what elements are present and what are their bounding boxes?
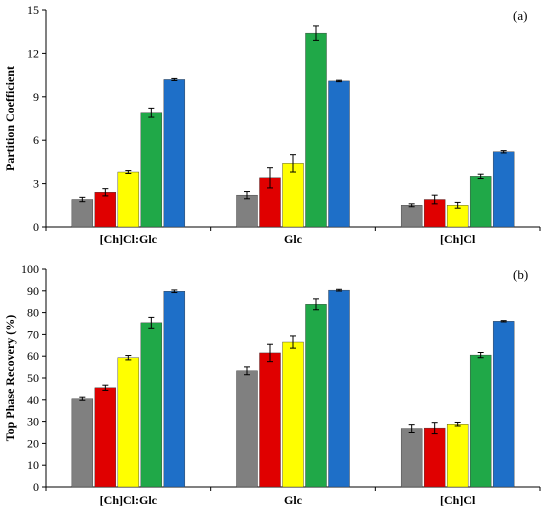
bar-1-1 (71, 398, 94, 488)
y-tick-label: 50 (27, 371, 39, 385)
category-label: [Ch]Cl (440, 232, 476, 246)
panel-label: (a) (513, 8, 527, 23)
bar-1-1 (71, 199, 94, 228)
y-tick-label: 90 (27, 284, 39, 298)
y-tick-label: 3 (33, 177, 39, 191)
bar-1-2 (236, 194, 258, 228)
bar-4-2 (305, 32, 327, 228)
y-tick-label: 80 (27, 306, 39, 320)
bar-3-3 (446, 424, 469, 488)
y-tick-label: 60 (27, 349, 39, 363)
bar-2-1 (94, 192, 117, 228)
category-label: Glc (284, 232, 303, 246)
bar-2-2 (259, 352, 281, 488)
bar-5-2 (328, 289, 350, 488)
y-tick-label: 12 (27, 46, 39, 60)
bar-1-3 (400, 428, 423, 488)
panel-label: (b) (513, 267, 528, 282)
bar-3-1 (117, 171, 140, 228)
y-tick-label: 9 (33, 90, 39, 104)
y-tick-label: 20 (27, 436, 39, 450)
y-tick-label: 15 (27, 3, 39, 17)
bar-4-1 (140, 112, 163, 228)
bar-1-3 (400, 205, 423, 228)
y-tick-label: 0 (33, 480, 39, 494)
y-axis-title: Top Phase Recovery (%) (3, 315, 17, 442)
y-tick-label: 70 (27, 327, 39, 341)
bar-3-1 (117, 357, 140, 488)
y-tick-label: 30 (27, 415, 39, 429)
bar-4-3 (469, 354, 492, 488)
bar-4-2 (305, 304, 327, 488)
y-tick-label: 100 (21, 262, 39, 276)
category-label: [Ch]Cl:Glc (100, 493, 158, 507)
bar-4-3 (469, 176, 492, 228)
y-tick-label: 0 (33, 220, 39, 234)
bar-5-1 (163, 79, 186, 228)
category-label: [Ch]Cl:Glc (100, 232, 158, 246)
bar-5-1 (163, 291, 186, 488)
y-axis-title: Partition Coefficient (3, 66, 17, 171)
bar-2-1 (94, 387, 117, 488)
y-tick-label: 10 (27, 458, 39, 472)
category-label: Glc (284, 493, 303, 507)
bar-5-3 (492, 151, 515, 228)
y-tick-label: 40 (27, 393, 39, 407)
bar-3-2 (282, 341, 304, 488)
y-tick-label: 6 (33, 133, 39, 147)
chart-panel-b: 0 10 20 30 40 50 60 70 80 90 100 Top Phase Recovery… (3, 262, 541, 507)
bar-5-2 (328, 80, 350, 228)
bar-4-1 (140, 322, 163, 488)
bar-1-2 (236, 370, 258, 488)
category-label: [Ch]Cl (440, 493, 476, 507)
bar-2-3 (423, 427, 446, 488)
bar-5-3 (492, 321, 515, 488)
chart-panel-a: 0 3 6 9 12 15 Partition Coefficient (a) [Ch]Cl:G… (3, 3, 541, 246)
bar-3-2 (282, 163, 304, 228)
